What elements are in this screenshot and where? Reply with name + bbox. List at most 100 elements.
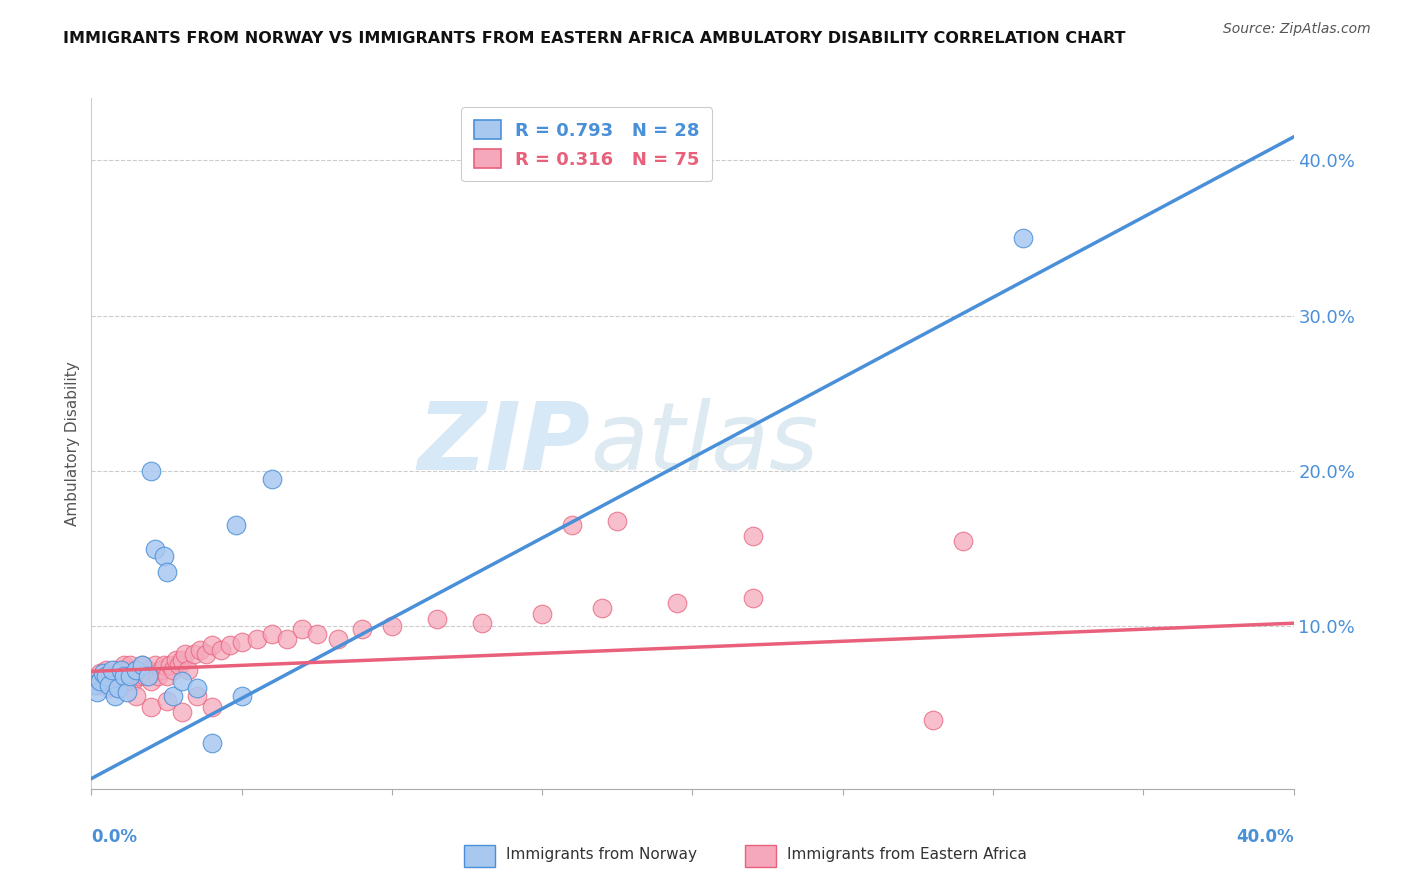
Point <box>152 549 174 564</box>
Point <box>138 669 160 683</box>
Point <box>86 684 108 698</box>
Point <box>666 596 689 610</box>
Point <box>98 678 121 692</box>
Point <box>952 533 974 548</box>
Text: IMMIGRANTS FROM NORWAY VS IMMIGRANTS FROM EASTERN AFRICA AMBULATORY DISABILITY C: IMMIGRANTS FROM NORWAY VS IMMIGRANTS FRO… <box>63 31 1126 46</box>
Point <box>183 647 205 661</box>
Point <box>138 663 160 677</box>
Text: 0.0%: 0.0% <box>91 828 138 846</box>
Point <box>101 663 124 677</box>
Point <box>471 616 494 631</box>
Point <box>381 619 404 633</box>
Point <box>231 635 253 649</box>
Point <box>89 665 111 680</box>
Point <box>152 658 174 673</box>
Point <box>125 690 148 704</box>
Point <box>159 658 181 673</box>
Point <box>162 663 184 677</box>
Point <box>606 514 628 528</box>
Point <box>104 690 127 704</box>
Point <box>155 669 177 683</box>
Point <box>117 684 139 698</box>
Point <box>591 600 613 615</box>
Point <box>326 632 349 646</box>
Point <box>120 669 142 683</box>
Point <box>741 591 763 606</box>
Point <box>194 647 217 661</box>
Point <box>173 647 195 661</box>
Point <box>125 663 148 677</box>
Point <box>209 642 232 657</box>
Point <box>110 673 132 688</box>
Point <box>107 681 129 696</box>
Point <box>426 611 449 625</box>
Point <box>305 627 328 641</box>
Point <box>120 669 142 683</box>
Point <box>201 700 224 714</box>
Point <box>117 663 139 677</box>
Point <box>276 632 298 646</box>
Point <box>170 653 193 667</box>
Point <box>93 678 115 692</box>
Point <box>531 607 554 621</box>
Point <box>141 700 163 714</box>
Point <box>98 669 121 683</box>
Point <box>165 653 187 667</box>
Point <box>104 663 127 677</box>
Point <box>114 658 136 673</box>
Point <box>260 627 283 641</box>
Point <box>125 663 148 677</box>
Point <box>104 673 127 688</box>
Point <box>110 663 132 677</box>
Point <box>93 665 115 680</box>
Point <box>134 669 156 683</box>
Point <box>89 673 111 688</box>
Point <box>170 705 193 719</box>
Point <box>114 669 136 683</box>
Point <box>98 681 121 696</box>
Point <box>561 518 583 533</box>
Point <box>107 669 129 683</box>
Point <box>117 673 139 688</box>
Point <box>162 690 184 704</box>
Point <box>96 663 118 677</box>
Point <box>131 658 153 673</box>
Point <box>101 678 124 692</box>
Point <box>146 669 169 683</box>
Text: Source: ZipAtlas.com: Source: ZipAtlas.com <box>1223 22 1371 37</box>
Point <box>110 663 132 677</box>
Point <box>96 669 118 683</box>
Point <box>188 642 211 657</box>
Point <box>120 658 142 673</box>
Text: Immigrants from Eastern Africa: Immigrants from Eastern Africa <box>787 847 1028 862</box>
Point <box>107 681 129 696</box>
Point <box>231 690 253 704</box>
Point <box>201 638 224 652</box>
Point <box>89 673 111 688</box>
Point <box>246 632 269 646</box>
Point <box>1012 231 1035 245</box>
Point <box>149 663 172 677</box>
Point <box>141 464 163 478</box>
Point <box>186 690 208 704</box>
Text: atlas: atlas <box>591 398 818 490</box>
Point <box>86 678 108 692</box>
Point <box>167 658 190 673</box>
Point <box>143 658 166 673</box>
Point <box>83 673 105 688</box>
Point <box>93 669 115 683</box>
Point <box>143 541 166 556</box>
Point <box>291 623 314 637</box>
Point <box>350 623 373 637</box>
Point <box>186 681 208 696</box>
Point <box>114 669 136 683</box>
Point <box>122 673 145 688</box>
Point <box>155 694 177 708</box>
Point <box>741 529 763 543</box>
Point <box>155 565 177 579</box>
Point <box>96 673 118 688</box>
Point <box>922 713 945 727</box>
Point <box>260 472 283 486</box>
Point <box>225 518 247 533</box>
Point <box>201 736 224 750</box>
